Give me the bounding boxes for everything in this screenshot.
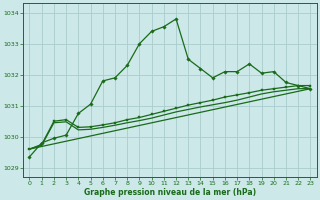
X-axis label: Graphe pression niveau de la mer (hPa): Graphe pression niveau de la mer (hPa): [84, 188, 256, 197]
